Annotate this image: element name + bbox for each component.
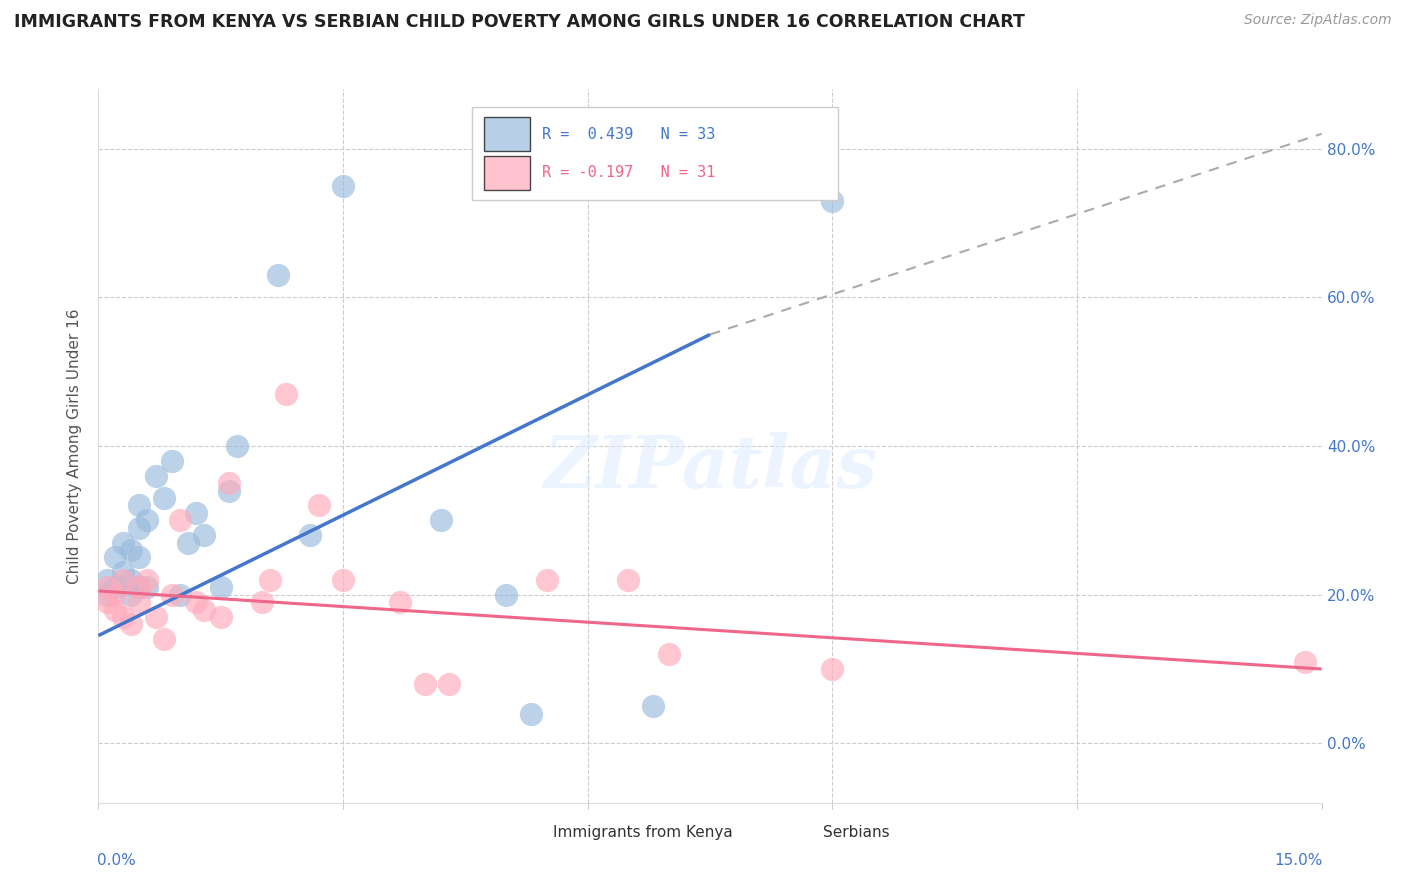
Text: 15.0%: 15.0% <box>1274 853 1323 868</box>
Point <box>111 566 134 580</box>
Point <box>160 588 183 602</box>
Text: IMMIGRANTS FROM KENYA VS SERBIAN CHILD POVERTY AMONG GIRLS UNDER 16 CORRELATION : IMMIGRANTS FROM KENYA VS SERBIAN CHILD P… <box>14 13 1025 31</box>
FancyBboxPatch shape <box>783 819 814 847</box>
Point <box>641 699 664 714</box>
Point <box>96 588 118 602</box>
Point <box>332 178 354 193</box>
Point <box>299 528 322 542</box>
Point <box>218 483 240 498</box>
Point <box>104 550 127 565</box>
Text: R =  0.439   N = 33: R = 0.439 N = 33 <box>543 127 716 142</box>
Point <box>145 468 167 483</box>
Point <box>389 595 412 609</box>
Point <box>658 647 681 661</box>
Point <box>120 573 142 587</box>
Point <box>186 595 208 609</box>
Point <box>96 595 118 609</box>
Point <box>96 573 118 587</box>
Point <box>128 580 150 594</box>
Point <box>152 632 174 647</box>
Point <box>169 513 191 527</box>
Point <box>519 706 541 721</box>
Point <box>111 573 134 587</box>
Point <box>177 535 200 549</box>
FancyBboxPatch shape <box>515 819 546 847</box>
Point <box>617 573 640 587</box>
Point <box>128 499 150 513</box>
Text: Source: ZipAtlas.com: Source: ZipAtlas.com <box>1244 13 1392 28</box>
Point <box>274 387 297 401</box>
Point <box>96 580 118 594</box>
Point <box>111 535 134 549</box>
FancyBboxPatch shape <box>484 155 530 190</box>
Point <box>152 491 174 505</box>
Point <box>104 580 127 594</box>
Point <box>120 588 142 602</box>
Point <box>160 454 183 468</box>
Point <box>437 677 460 691</box>
Point <box>186 506 208 520</box>
Point <box>128 550 150 565</box>
Point <box>128 580 150 594</box>
Point <box>226 439 249 453</box>
Point <box>193 528 215 542</box>
Point <box>821 662 844 676</box>
Point <box>430 513 453 527</box>
Point <box>259 573 281 587</box>
Point <box>209 580 232 594</box>
Point <box>250 595 273 609</box>
Point <box>1294 655 1316 669</box>
Y-axis label: Child Poverty Among Girls Under 16: Child Poverty Among Girls Under 16 <box>67 309 83 583</box>
Point <box>332 573 354 587</box>
Text: 0.0%: 0.0% <box>97 853 136 868</box>
FancyBboxPatch shape <box>484 117 530 152</box>
Point <box>413 677 436 691</box>
Point <box>104 602 127 616</box>
Text: R = -0.197   N = 31: R = -0.197 N = 31 <box>543 165 716 180</box>
Text: Serbians: Serbians <box>823 825 889 840</box>
Point <box>169 588 191 602</box>
Point <box>120 617 142 632</box>
Point <box>145 610 167 624</box>
Point <box>308 499 330 513</box>
Point <box>267 268 290 282</box>
Text: Immigrants from Kenya: Immigrants from Kenya <box>554 825 733 840</box>
FancyBboxPatch shape <box>471 107 838 200</box>
Point <box>136 573 159 587</box>
Point <box>193 602 215 616</box>
Point <box>111 610 134 624</box>
Point <box>128 595 150 609</box>
Point <box>218 476 240 491</box>
Point <box>136 580 159 594</box>
Point <box>104 588 127 602</box>
Point <box>495 588 517 602</box>
Point <box>821 194 844 208</box>
Text: ZIPatlas: ZIPatlas <box>543 432 877 503</box>
Point <box>536 573 558 587</box>
Point <box>128 521 150 535</box>
Point <box>136 513 159 527</box>
Point <box>120 543 142 558</box>
Point <box>209 610 232 624</box>
